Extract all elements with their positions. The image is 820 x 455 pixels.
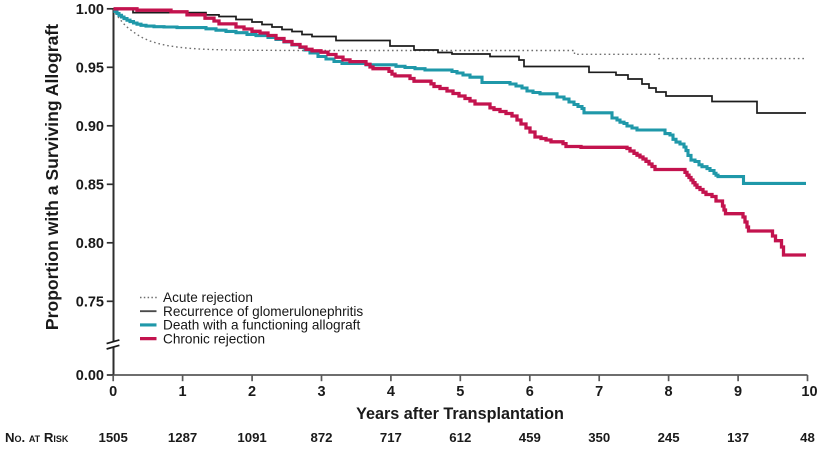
svg-text:0.00: 0.00 bbox=[76, 368, 104, 384]
svg-text:Years after Transplantation: Years after Transplantation bbox=[356, 405, 564, 423]
svg-text:5: 5 bbox=[456, 384, 464, 400]
svg-text:4: 4 bbox=[387, 384, 395, 400]
svg-text:0.80: 0.80 bbox=[76, 236, 104, 252]
svg-text:7: 7 bbox=[595, 384, 603, 400]
svg-text:Acute rejection: Acute rejection bbox=[163, 290, 253, 305]
svg-text:1505: 1505 bbox=[99, 430, 128, 445]
svg-text:0.95: 0.95 bbox=[76, 60, 104, 76]
svg-text:Recurrence of glomerulonephrit: Recurrence of glomerulonephritis bbox=[163, 304, 363, 319]
svg-text:0: 0 bbox=[109, 384, 117, 400]
svg-text:0.75: 0.75 bbox=[76, 294, 104, 310]
svg-text:137: 137 bbox=[727, 430, 749, 445]
svg-text:1: 1 bbox=[179, 384, 187, 400]
svg-text:48: 48 bbox=[800, 430, 815, 445]
svg-text:Death with a functioning allog: Death with a functioning allograft bbox=[163, 318, 360, 333]
svg-text:872: 872 bbox=[310, 430, 332, 445]
svg-text:0.85: 0.85 bbox=[76, 177, 104, 193]
svg-text:1.00: 1.00 bbox=[76, 2, 104, 18]
svg-text:717: 717 bbox=[380, 430, 402, 445]
svg-text:1091: 1091 bbox=[237, 430, 266, 445]
svg-text:2: 2 bbox=[248, 384, 256, 400]
svg-text:8: 8 bbox=[665, 384, 673, 400]
svg-text:10: 10 bbox=[801, 384, 817, 400]
svg-text:6: 6 bbox=[526, 384, 534, 400]
svg-text:245: 245 bbox=[658, 430, 680, 445]
svg-text:Proportion with a Surviving Al: Proportion with a Surviving Allograft bbox=[42, 24, 62, 330]
svg-text:612: 612 bbox=[449, 430, 471, 445]
svg-text:Chronic rejection: Chronic rejection bbox=[163, 331, 265, 346]
svg-text:9: 9 bbox=[734, 384, 742, 400]
svg-text:3: 3 bbox=[317, 384, 325, 400]
svg-text:459: 459 bbox=[519, 430, 541, 445]
svg-text:No. at Risk: No. at Risk bbox=[5, 430, 69, 445]
svg-text:1287: 1287 bbox=[168, 430, 197, 445]
svg-text:0.90: 0.90 bbox=[76, 119, 104, 135]
svg-text:350: 350 bbox=[588, 430, 610, 445]
